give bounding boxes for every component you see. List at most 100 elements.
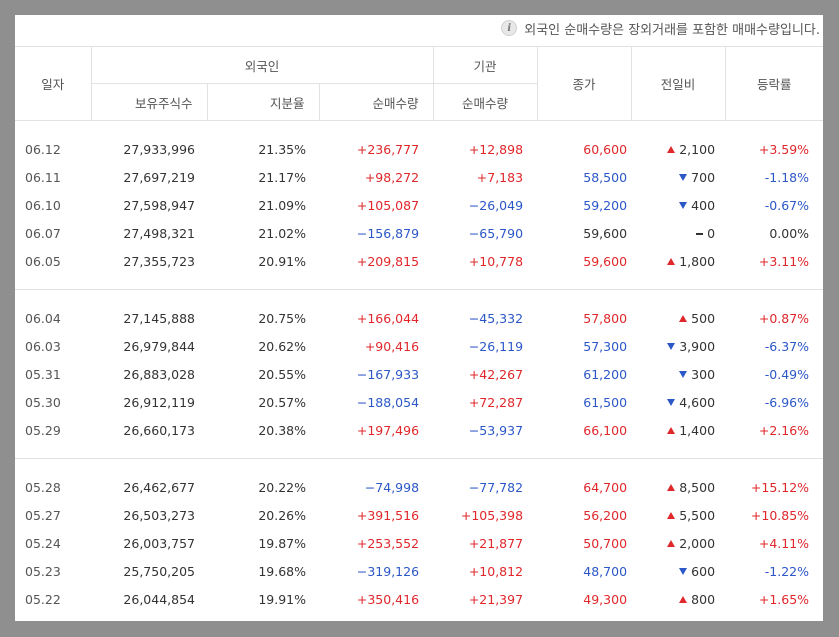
cell-foreign-net-value: −167,933 <box>356 366 420 382</box>
table-row: 06.05 27,355,723 20.91% +209,815 +10,778 59,6… <box>15 247 823 275</box>
cell-ratio: 20.62% <box>207 332 319 360</box>
cell-rate-value: +3.11% <box>758 253 810 269</box>
cell-change: 2,100 <box>631 135 725 163</box>
table-body: 06.12 27,933,996 21.35% +236,777 +12,898 60,6… <box>15 121 824 614</box>
cell-institution-net: +7,183 <box>433 163 537 191</box>
table-row: 05.30 26,912,119 20.57% −188,054 +72,287 61,5… <box>15 388 823 416</box>
cell-date: 05.22 <box>15 585 91 613</box>
cell-rate: +15.12% <box>725 473 823 501</box>
change-up-value: 1,400 <box>667 423 715 438</box>
notice: i 외국인 순매수량은 장외거래를 포함한 매매수량입니다. <box>501 17 820 39</box>
cell-change: 2,000 <box>631 529 725 557</box>
cell-foreign-net: −167,933 <box>319 360 433 388</box>
cell-change: 1,400 <box>631 416 725 444</box>
cell-foreign-net-value: +236,777 <box>356 141 420 157</box>
cell-holdings-value: 26,503,273 <box>123 507 195 523</box>
cell-holdings-value: 26,883,028 <box>123 366 195 382</box>
cell-change: 400 <box>631 191 725 219</box>
cell-foreign-net-value: −74,998 <box>364 479 420 495</box>
cell-institution-net-value: +21,397 <box>468 591 524 607</box>
cell-date: 06.11 <box>15 163 91 191</box>
cell-ratio: 20.75% <box>207 304 319 332</box>
cell-close: 61,200 <box>537 360 631 388</box>
cell-date-value: 06.12 <box>25 141 61 157</box>
cell-ratio-value: 20.62% <box>258 338 306 354</box>
cell-close: 59,600 <box>537 219 631 247</box>
cell-rate: -0.67% <box>725 191 823 219</box>
table-row: 05.23 25,750,205 19.68% −319,126 +10,812 48,7… <box>15 557 823 585</box>
cell-holdings: 26,979,844 <box>91 332 207 360</box>
cell-rate: -1.18% <box>725 163 823 191</box>
header-foreign-net: 순매수량 <box>318 83 434 121</box>
cell-institution-net-value: −26,049 <box>468 197 524 213</box>
cell-holdings-value: 26,462,677 <box>123 479 195 495</box>
cell-foreign-net-value: −319,126 <box>356 563 420 579</box>
cell-date-value: 05.31 <box>25 366 61 382</box>
cell-institution-net: −77,782 <box>433 473 537 501</box>
change-down-value: 300 <box>679 367 715 382</box>
cell-holdings: 26,044,854 <box>91 585 207 613</box>
cell-date-value: 06.11 <box>25 169 61 185</box>
cell-holdings-value: 26,660,173 <box>123 422 195 438</box>
cell-date-value: 06.10 <box>25 197 61 213</box>
cell-rate-value: 0.00% <box>769 225 810 241</box>
notice-text: 외국인 순매수량은 장외거래를 포함한 매매수량입니다. <box>524 22 820 38</box>
cell-date-value: 05.27 <box>25 507 61 523</box>
cell-date: 05.23 <box>15 557 91 585</box>
header-institution-net: 순매수량 <box>432 83 538 121</box>
table-row: 05.31 26,883,028 20.55% −167,933 +42,267 61,2… <box>15 360 823 388</box>
row-spacer <box>15 290 823 305</box>
header-ratio: 지분율 <box>206 83 319 121</box>
cell-close-value: 59,600 <box>583 253 628 269</box>
row-spacer <box>15 275 824 290</box>
cell-ratio: 20.38% <box>207 416 319 444</box>
cell-date-value: 06.05 <box>25 253 61 269</box>
cell-rate: +1.65% <box>725 585 823 613</box>
cell-rate: +0.87% <box>725 304 823 332</box>
cell-date: 05.24 <box>15 529 91 557</box>
row-spacer <box>15 459 823 474</box>
table-row: 05.28 26,462,677 20.22% −74,998 −77,782 64,70… <box>15 473 823 501</box>
cell-foreign-net: +166,044 <box>319 304 433 332</box>
cell-holdings: 26,003,757 <box>91 529 207 557</box>
cell-ratio-value: 20.75% <box>258 310 306 326</box>
cell-change: 300 <box>631 360 725 388</box>
table-row: 06.03 26,979,844 20.62% +90,416 −26,119 57,30… <box>15 332 823 360</box>
change-down-value: 700 <box>679 170 715 185</box>
cell-close-value: 61,500 <box>583 394 628 410</box>
change-up-value: 5,500 <box>667 508 715 523</box>
cell-institution-net: −53,937 <box>433 416 537 444</box>
cell-institution-net-value: +12,898 <box>468 141 524 157</box>
cell-rate: +3.59% <box>725 135 823 163</box>
cell-foreign-net-value: +90,416 <box>364 338 420 354</box>
cell-institution-net: −65,790 <box>433 219 537 247</box>
cell-holdings: 27,145,888 <box>91 304 207 332</box>
cell-institution-net: −26,049 <box>433 191 537 219</box>
change-flat-value: 0 <box>696 226 715 241</box>
cell-date-value: 06.07 <box>25 225 61 241</box>
cell-institution-net: −45,332 <box>433 304 537 332</box>
cell-institution-net-value: +21,877 <box>468 535 524 551</box>
cell-rate-value: -1.22% <box>764 563 810 579</box>
cell-foreign-net-value: −188,054 <box>356 394 420 410</box>
cell-ratio: 20.91% <box>207 247 319 275</box>
change-down-value: 3,900 <box>667 339 715 354</box>
cell-close: 56,200 <box>537 501 631 529</box>
cell-institution-net: +12,898 <box>433 135 537 163</box>
cell-close: 66,100 <box>537 416 631 444</box>
cell-close: 59,600 <box>537 247 631 275</box>
change-down-value: 600 <box>679 564 715 579</box>
cell-date: 05.31 <box>15 360 91 388</box>
cell-foreign-net-value: +391,516 <box>356 507 420 523</box>
cell-date: 05.30 <box>15 388 91 416</box>
cell-date: 06.12 <box>15 135 91 163</box>
cell-close: 58,500 <box>537 163 631 191</box>
table-row: 06.10 27,598,947 21.09% +105,087 −26,049 59,2… <box>15 191 823 219</box>
cell-close: 49,300 <box>537 585 631 613</box>
cell-close: 59,200 <box>537 191 631 219</box>
table-row: 06.11 27,697,219 21.17% +98,272 +7,183 58,500… <box>15 163 823 191</box>
cell-foreign-net-value: +197,496 <box>356 422 420 438</box>
info-icon: i <box>501 20 518 36</box>
row-spacer <box>15 121 823 136</box>
cell-institution-net-value: +7,183 <box>476 169 524 185</box>
